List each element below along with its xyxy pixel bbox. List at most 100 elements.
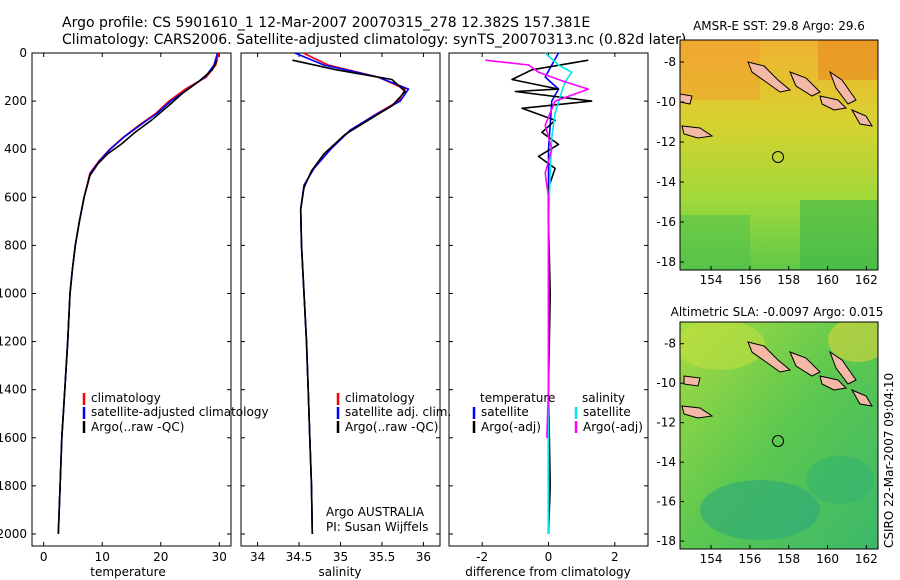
legend-label-climatology: climatology	[91, 391, 161, 405]
map-y-tick-label: -8	[664, 337, 676, 351]
island-shape	[789, 71, 821, 97]
series-line	[511, 59, 593, 535]
sla-map-ticks: 154 156 158 160 162 -8 -10 -12 -14 -16 -18	[656, 337, 877, 566]
program-label: Argo AUSTRALIA	[326, 505, 425, 519]
series-line	[57, 52, 220, 535]
y-tick-label: 600	[4, 190, 27, 204]
x-tick-label: 2	[611, 550, 619, 564]
map-y-tick-label: -16	[656, 495, 676, 509]
map-x-tick-label: 154	[700, 552, 723, 566]
sst-map-ticks: 154 156 158 160 162 -8 -10 -12 -14 -16 -18	[656, 55, 877, 287]
x-tick-label: 30	[212, 550, 227, 564]
y-tick-label: 800	[4, 238, 27, 252]
title-line1: Argo profile: CS 5901610_1 12-Mar-2007 2…	[62, 15, 590, 31]
sst-warm-patch	[818, 40, 878, 80]
x-tick-label: 0	[545, 550, 553, 564]
sla-map-title: Altimetric SLA: -0.0097 Argo: 0.015	[671, 305, 884, 319]
salinity-axes-frame	[240, 52, 441, 547]
map-y-tick-label: -10	[656, 95, 676, 109]
sst-cool-patch	[680, 215, 750, 270]
legend-label-argo: Argo(..raw -QC)	[91, 420, 184, 434]
island-shape	[828, 350, 857, 385]
legend-header-temperature: temperature	[480, 391, 555, 405]
island-shape	[789, 351, 821, 377]
legend-label-temp-argo: Argo(-adj)	[481, 420, 541, 434]
salinity-xlabel: salinity	[318, 565, 361, 579]
depth-tick-labels: 0 200 400 600 800 1000 1200 1400 1600 1800 2000	[0, 46, 27, 541]
map-y-tick-label: -18	[656, 534, 676, 548]
x-tick-label: -2	[476, 550, 488, 564]
difference-x-ticks: -2 0 2	[449, 52, 648, 564]
x-tick-label: 10	[95, 550, 110, 564]
legend-label-sal-argo: Argo(-adj)	[583, 420, 643, 434]
salinity-x-ticks: 34 34.5 35 35.5 36	[241, 52, 440, 564]
sla-map-frame	[679, 321, 879, 550]
legend-label-argo: Argo(..raw -QC)	[345, 420, 438, 434]
legend-header-salinity: salinity	[582, 391, 625, 405]
island-shape	[850, 108, 873, 127]
x-tick-label: 20	[153, 550, 168, 564]
sla-high-patch	[828, 322, 878, 362]
x-tick-label: 35	[333, 550, 348, 564]
map-x-tick-label: 154	[700, 273, 723, 287]
x-tick-label: 34.5	[286, 550, 313, 564]
map-x-tick-label: 156	[738, 273, 761, 287]
island-shape	[819, 95, 848, 111]
y-tick-label: 0	[19, 46, 27, 60]
map-y-tick-label: -14	[656, 455, 676, 469]
island-shape	[828, 70, 857, 105]
map-x-tick-label: 162	[855, 273, 878, 287]
x-tick-label: 34	[250, 550, 265, 564]
difference-xlabel: difference from climatology	[465, 565, 631, 579]
y-tick-label: 200	[4, 94, 27, 108]
salinity-series	[292, 52, 410, 535]
salinity-legend: climatology satellite adj. clim. Argo(..…	[336, 391, 451, 434]
map-y-tick-label: -12	[656, 135, 676, 149]
temperature-xlabel: temperature	[90, 565, 165, 579]
sla-coastline	[681, 341, 873, 419]
y-tick-label: 1200	[0, 335, 27, 349]
island-shape	[819, 375, 848, 391]
salinity-panel: 34 34.5 35 35.5 36 salinity climatology sate…	[240, 52, 451, 579]
title-line2: Climatology: CARS2006. Satellite-adjuste…	[62, 32, 686, 48]
map-x-tick-label: 158	[777, 273, 800, 287]
y-tick-label: 400	[4, 142, 27, 156]
sla-map-panel: Altimetric SLA: -0.0097 Argo: 0.015 154 1…	[656, 305, 884, 566]
temperature-x-ticks: 0 10 20 30	[32, 52, 231, 564]
sst-warm-patch	[680, 40, 760, 100]
x-tick-label: 36	[416, 550, 431, 564]
y-tick-label: 1000	[0, 286, 27, 300]
map-x-tick-label: 156	[738, 552, 761, 566]
map-x-tick-label: 160	[816, 552, 839, 566]
x-tick-label: 35.5	[369, 550, 396, 564]
map-y-tick-label: -16	[656, 215, 676, 229]
temperature-panel: 0 200 400 600 800 1000 1200 1400 1600 1800 2000 0 1…	[0, 46, 269, 579]
temperature-axes-frame	[31, 52, 232, 547]
temperature-series	[57, 52, 220, 535]
island-shape	[683, 375, 701, 387]
pi-label: PI: Susan Wijffels	[326, 520, 428, 534]
map-y-tick-label: -18	[656, 255, 676, 269]
island-shape	[850, 388, 873, 407]
difference-series	[485, 52, 593, 535]
sst-coastline	[680, 61, 873, 139]
map-x-tick-label: 162	[855, 552, 878, 566]
difference-legend: temperature satellite Argo(-adj) salinit…	[472, 391, 643, 434]
temperature-legend: climatology satellite-adjusted climatolo…	[82, 391, 269, 434]
y-tick-label: 1800	[0, 479, 27, 493]
sst-map-frame	[679, 39, 879, 271]
sst-map-title: AMSR-E SST: 29.8 Argo: 29.6	[693, 19, 865, 33]
legend-label-satellite: satellite-adjusted climatology	[91, 405, 269, 419]
legend-label-satellite: satellite adj. clim.	[345, 405, 451, 419]
sla-high-patch	[680, 322, 765, 370]
legend-label-sal-satellite: satellite	[583, 405, 631, 419]
series-line	[292, 59, 407, 535]
legend-label-climatology: climatology	[345, 391, 415, 405]
island-shape	[747, 61, 792, 93]
series-line	[299, 52, 407, 535]
series-line	[544, 52, 560, 534]
series-line	[485, 59, 590, 438]
series-line	[294, 52, 410, 535]
y-tick-label: 2000	[0, 527, 27, 541]
